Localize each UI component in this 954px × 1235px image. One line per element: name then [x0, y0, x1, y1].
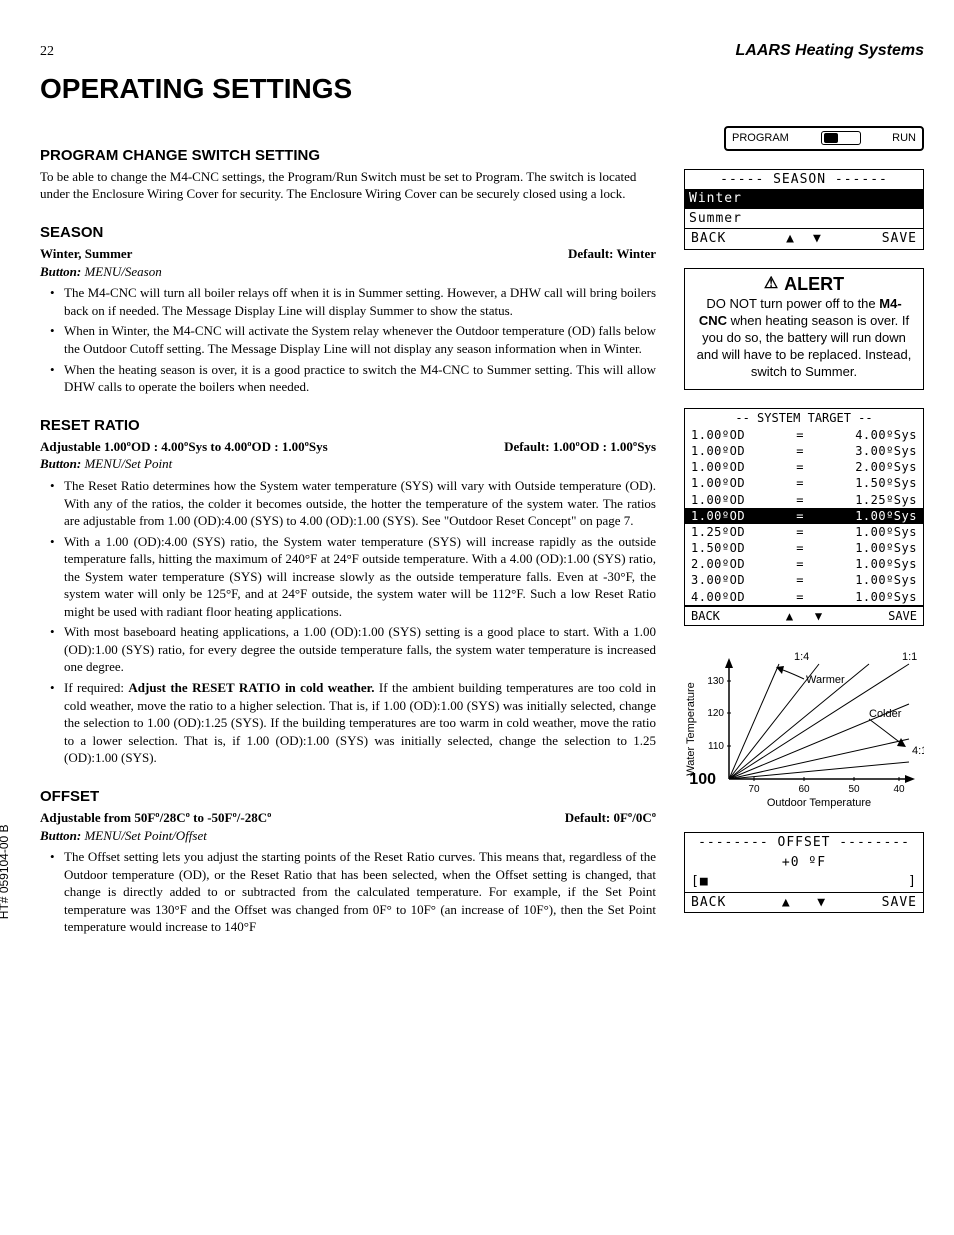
button-label: Button:: [40, 456, 84, 471]
lcd-row[interactable]: 3.00ºOD=1.00ºSys: [685, 572, 923, 588]
reset-ratio-default: Default: 1.00ºOD : 1.00ºSys: [504, 438, 656, 456]
lcd-row[interactable]: 1.00ºOD=3.00ºSys: [685, 443, 923, 459]
lcd-row[interactable]: 1.00ºOD=4.00ºSys: [685, 427, 923, 443]
lcd-row[interactable]: 1.25ºOD=1.00ºSys: [685, 524, 923, 540]
lcd-row[interactable]: 1.00ºOD=1.50ºSys: [685, 475, 923, 491]
alert-box: ⚠ ALERT DO NOT turn power off to the M4-C…: [684, 268, 924, 390]
company-name: LAARS Heating Systems: [736, 40, 925, 62]
lcd-row[interactable]: 2.00ºOD=1.00ºSys: [685, 556, 923, 572]
bar-right: ]: [908, 873, 917, 891]
button-label: Button:: [40, 264, 84, 279]
switch-track[interactable]: [821, 131, 861, 145]
svg-text:50: 50: [848, 784, 860, 795]
lcd-back[interactable]: BACK: [691, 230, 726, 248]
lcd-offset-value: +0 ºF: [685, 853, 923, 873]
heading-offset: OFFSET: [40, 787, 656, 807]
switch-thumb: [824, 133, 838, 143]
lcd-back[interactable]: BACK: [691, 608, 720, 624]
lcd-title: ----- SEASON ------: [685, 170, 923, 190]
season-button-path: MENU/Season: [84, 264, 161, 279]
up-arrow-icon[interactable]: ▲: [786, 609, 793, 623]
svg-text:4:1: 4:1: [912, 745, 924, 757]
lcd-offset: -------- OFFSET -------- +0 ºF [■] BACK …: [684, 832, 924, 913]
offset-range: Adjustable from 50Fº/28Cº to -50Fº/-28Cº: [40, 809, 271, 827]
reset-ratio-button-path: MENU/Set Point: [84, 456, 172, 471]
heading-reset-ratio: RESET RATIO: [40, 416, 656, 436]
season-default: Default: Winter: [568, 245, 656, 263]
svg-text:60: 60: [798, 784, 810, 795]
program-run-switch[interactable]: PROGRAM RUN: [724, 126, 924, 151]
switch-label-run: RUN: [892, 131, 916, 146]
list-item: The Reset Ratio determines how the Syste…: [54, 477, 656, 530]
lcd-row-selected[interactable]: 1.00ºOD=1.00ºSys: [685, 508, 923, 524]
season-bullets: The M4-CNC will turn all boiler relays o…: [40, 284, 656, 395]
lcd-row[interactable]: 1.00ºOD=1.25ºSys: [685, 492, 923, 508]
season-options: Winter, Summer: [40, 245, 132, 263]
svg-text:1:1: 1:1: [902, 651, 917, 663]
lcd-row[interactable]: 4.00ºOD=1.00ºSys: [685, 589, 923, 605]
svg-text:110: 110: [708, 741, 724, 752]
heading-program-switch: PROGRAM CHANGE SWITCH SETTING: [40, 146, 656, 166]
down-arrow-icon[interactable]: ▼: [815, 609, 822, 623]
lcd-save[interactable]: SAVE: [882, 230, 917, 248]
svg-text:120: 120: [707, 708, 724, 719]
list-item: With a 1.00 (OD):4.00 (SYS) ratio, the S…: [54, 533, 656, 621]
down-arrow-icon[interactable]: ▼: [813, 230, 822, 248]
alert-heading: ALERT: [784, 273, 844, 296]
up-arrow-icon[interactable]: ▲: [786, 230, 795, 248]
lcd-system-target: -- SYSTEM TARGET -- 1.00ºOD=4.00ºSys1.00…: [684, 408, 924, 626]
chart-ylabel: Water Temperature: [685, 682, 697, 776]
lcd-save[interactable]: SAVE: [888, 608, 917, 624]
chart-xlabel: Outdoor Temperature: [767, 797, 871, 809]
svg-text:Warmer: Warmer: [806, 674, 845, 686]
lcd-season: ----- SEASON ------ Winter Summer BACK ▲…: [684, 169, 924, 250]
program-switch-body: To be able to change the M4-CNC settings…: [40, 168, 656, 203]
list-item: With most baseboard heating applications…: [54, 623, 656, 676]
svg-text:Colder: Colder: [869, 708, 902, 720]
heading-season: SEASON: [40, 223, 656, 243]
lcd-back[interactable]: BACK: [691, 894, 726, 912]
page-title: Operating Settings: [40, 70, 924, 108]
up-arrow-icon[interactable]: ▲: [782, 895, 791, 910]
lcd-row[interactable]: 1.50ºOD=1.00ºSys: [685, 540, 923, 556]
button-label: Button:: [40, 828, 84, 843]
lcd-title: -- SYSTEM TARGET --: [685, 409, 923, 427]
lcd-title: -------- OFFSET --------: [685, 833, 923, 853]
offset-bullets: The Offset setting lets you adjust the s…: [40, 848, 656, 936]
list-item: The M4-CNC will turn all boiler relays o…: [54, 284, 656, 319]
list-item: When in Winter, the M4-CNC will activate…: [54, 322, 656, 357]
reset-ratio-bullets: The Reset Ratio determines how the Syste…: [40, 477, 656, 767]
svg-text:70: 70: [748, 784, 760, 795]
reset-ratio-range: Adjustable 1.00ºOD : 4.00ºSys to 4.00ºOD…: [40, 438, 328, 456]
footer-document-id: HT# 059104-00 B: [0, 824, 12, 919]
offset-button-path: MENU/Set Point/Offset: [84, 828, 206, 843]
lcd-row[interactable]: Summer: [685, 209, 923, 229]
lcd-row-selected[interactable]: Winter: [685, 189, 923, 209]
bar-left: [■: [691, 873, 709, 891]
lcd-save[interactable]: SAVE: [882, 894, 917, 912]
list-item: When the heating season is over, it is a…: [54, 361, 656, 396]
svg-text:1:4: 1:4: [794, 651, 809, 663]
alert-body: DO NOT turn power off to the M4-CNC when…: [693, 296, 915, 380]
lcd-row[interactable]: 1.00ºOD=2.00ºSys: [685, 459, 923, 475]
page-number: 22: [40, 43, 54, 62]
list-item: The Offset setting lets you adjust the s…: [54, 848, 656, 936]
chart-origin: 100: [689, 771, 716, 788]
warning-icon: ⚠: [764, 274, 778, 295]
offset-default: Default: 0Fº/0Cº: [565, 809, 656, 827]
switch-label-program: PROGRAM: [732, 131, 789, 146]
down-arrow-icon[interactable]: ▼: [817, 895, 826, 910]
svg-text:130: 130: [707, 676, 724, 687]
reset-ratio-chart: Water Temperature 130 120 110 100 70 60: [684, 644, 924, 814]
svg-text:40: 40: [893, 784, 905, 795]
list-item: If required: Adjust the RESET RATIO in c…: [54, 679, 656, 767]
